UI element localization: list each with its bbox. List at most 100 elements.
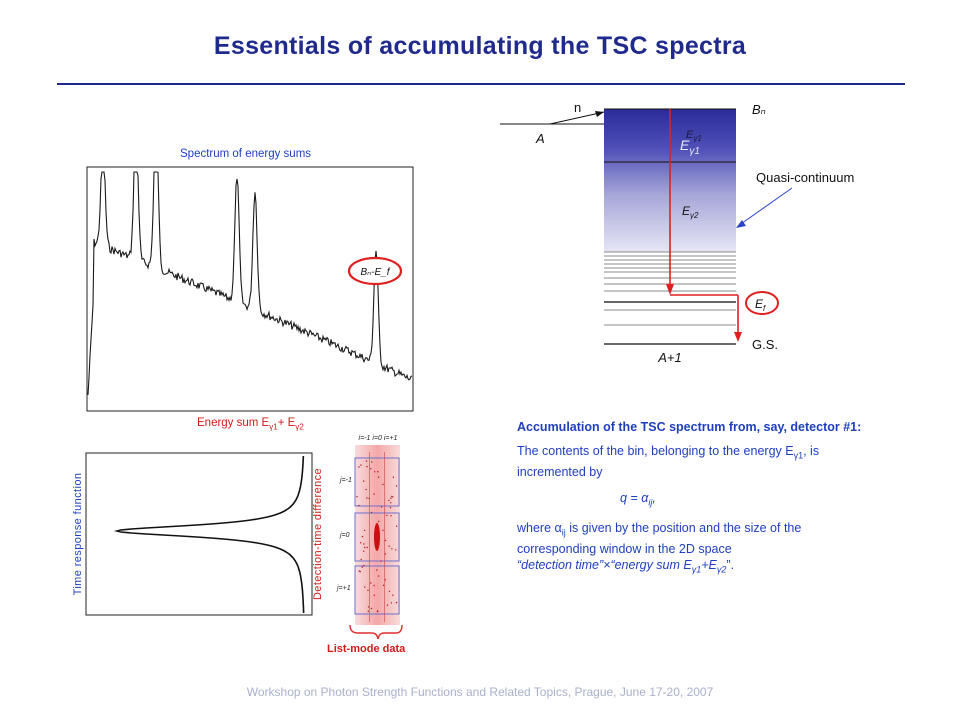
increment-formula: q = αij, (620, 490, 862, 511)
event-dot (389, 507, 392, 509)
event-dot (376, 610, 379, 613)
event-dot (360, 542, 362, 544)
prompt-coincidence-peak (374, 523, 380, 551)
event-dot (377, 575, 380, 577)
event-dot (390, 515, 392, 517)
event-dot (377, 476, 380, 478)
accumulation-paragraph-2: where αij is given by the position and t… (517, 520, 862, 577)
peak-marker-circle (347, 256, 403, 286)
accumulation-paragraph-1: The contents of the bin, belonging to th… (517, 443, 862, 480)
event-dot (363, 564, 365, 567)
accumulation-text-block: Accumulation of the TSC spectrum from, s… (517, 419, 862, 577)
event-dot (395, 525, 398, 527)
event-dot (366, 465, 368, 468)
quasi-pointer-line (737, 187, 793, 227)
spectrum-frame (86, 166, 414, 412)
ground-state-label: G.S. (752, 337, 778, 352)
bn-label: Bₙ (752, 102, 766, 117)
time-response-curve (113, 455, 305, 613)
footer: Workshop on Photon Strength Functions an… (246, 685, 714, 699)
event-dot (363, 480, 365, 482)
para2-sub: ij (561, 527, 566, 538)
list-mode-brace (349, 624, 403, 640)
event-dot (390, 602, 393, 604)
event-dot (356, 496, 358, 498)
event-dot (384, 553, 387, 555)
event-dot (363, 529, 366, 532)
event-dot (370, 582, 372, 584)
event-dot (364, 586, 366, 588)
para2-body: is given by the position and the size of… (517, 521, 802, 556)
event-dot (367, 589, 369, 591)
event-dot (358, 570, 361, 572)
event-dot (367, 610, 369, 612)
event-dot (365, 460, 368, 462)
list-mode-matrix: i=-1 i=0 i=+1 j=-1 j=0 j=+1 (336, 435, 403, 640)
event-dot (382, 483, 384, 486)
energy-sum-sub2: γ2 (295, 422, 304, 432)
window-j+1 (354, 565, 400, 615)
para2-quote: “detection time”×“energy sum Eγ1+Eγ2 (517, 557, 727, 575)
event-dot (360, 558, 362, 561)
event-dot (388, 545, 390, 547)
event-dot (391, 548, 393, 550)
ef-marker-circle (745, 291, 779, 315)
time-response-frame (85, 452, 313, 616)
event-dot (380, 506, 383, 508)
quasi-pointer-head (736, 220, 746, 228)
event-dot (368, 497, 370, 500)
event-dot (390, 502, 392, 504)
event-dot (358, 504, 360, 507)
event-dot (367, 606, 370, 608)
para1-sub: γ1 (793, 450, 804, 461)
neutron-label: n (574, 100, 581, 115)
gamma2-arrowhead (734, 332, 742, 342)
peak-label: Bₙ-E_f (361, 267, 391, 278)
event-dot (373, 584, 375, 587)
neutron-arrow (549, 111, 605, 125)
accumulation-heading: Accumulation of the TSC spectrum from, s… (517, 420, 862, 434)
event-dot (386, 514, 388, 517)
eg1-large-label: Eγ1 (680, 137, 700, 157)
event-dot (361, 566, 363, 568)
event-dot (395, 601, 398, 604)
event-dot (363, 543, 365, 545)
para1-text: The contents of the bin, belonging to th… (517, 444, 794, 458)
row-label-2: j=0 (339, 532, 350, 539)
event-dot (395, 485, 398, 487)
event-dot (384, 539, 387, 542)
event-dot (390, 497, 392, 499)
event-dot (366, 546, 368, 549)
gamma1-arrowhead (666, 284, 674, 295)
event-dot (378, 520, 380, 523)
energy-sum-spectrum: Bₙ-E_f (86, 166, 414, 412)
slide-title: Essentials of accumulating the TSC spect… (213, 32, 747, 60)
eg1-small-label: Eγ1 (686, 129, 702, 143)
event-dot (363, 550, 365, 552)
event-dot (373, 594, 375, 596)
event-dot (364, 546, 366, 549)
spectrum-caption: Spectrum of energy sums (180, 148, 312, 160)
event-dot (358, 466, 360, 468)
event-dot (374, 471, 376, 473)
time-response-plot (85, 452, 313, 616)
formula-tail: , (652, 490, 656, 505)
list-mode-label: List-mode data (327, 643, 406, 655)
event-dot (360, 464, 362, 466)
detection-time-label: Detection-time difference (312, 467, 324, 601)
window-j-1 (354, 457, 400, 507)
column-labels: i=-1 i=0 i=+1 (359, 435, 398, 442)
energy-sum-axis-label: Energy sum Eγ1+ Eγ2 (197, 417, 304, 431)
event-dots (356, 460, 398, 613)
event-dot (376, 569, 378, 571)
quasi-continuum-label: Quasi-continuum (756, 170, 854, 185)
event-dot (395, 549, 397, 551)
event-dot (370, 511, 373, 514)
event-dot (377, 471, 379, 473)
neutron-arrowhead (595, 111, 604, 117)
event-dot (386, 604, 389, 606)
formula-sub: ij (648, 497, 653, 507)
energy-sum-sub1: γ1 (269, 422, 278, 432)
window-j0 (354, 512, 400, 562)
event-dot (392, 476, 395, 478)
